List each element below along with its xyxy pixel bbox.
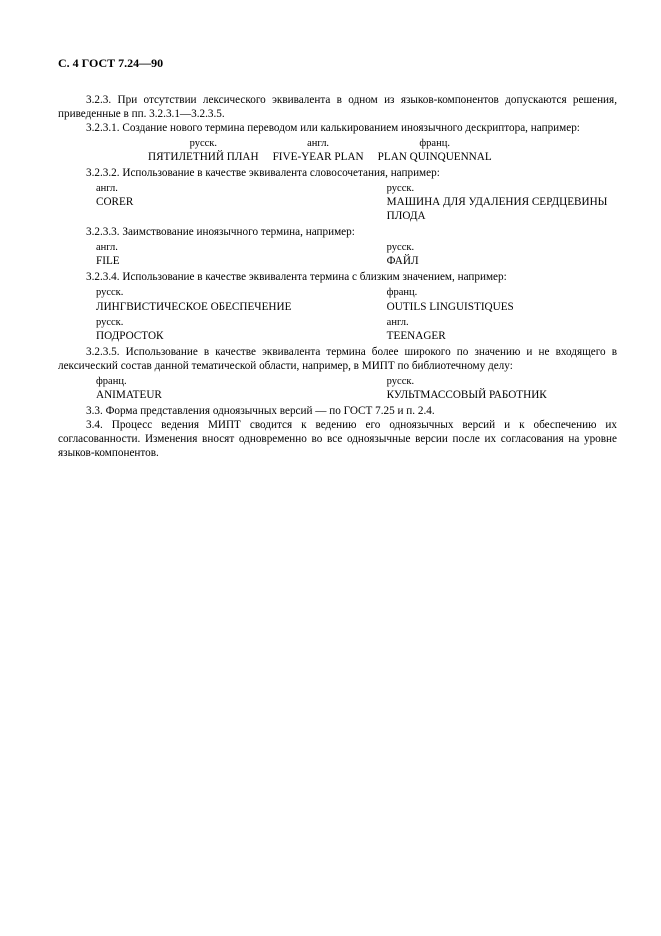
page-header: С. 4 ГОСТ 7.24—90 bbox=[58, 56, 617, 71]
para-3-2-3-3: 3.2.3.3. Заимствование иноязычного терми… bbox=[58, 225, 617, 239]
example-col: русск. ПЯТИЛЕТНИЙ ПЛАН bbox=[148, 137, 259, 164]
para-3-2-3-2: 3.2.3.2. Использование в качестве эквива… bbox=[58, 166, 617, 180]
example-col-right: русск. ФАЙЛ bbox=[387, 241, 617, 268]
example-3-2-3-4a: русск. ЛИНГВИСТИЧЕСКОЕ ОБЕСПЕЧЕНИЕ франц… bbox=[58, 286, 617, 313]
example-col: франц. PLAN QUINQUENNAL bbox=[378, 137, 492, 164]
term: FILE bbox=[96, 254, 387, 268]
example-col-right: русск. КУЛЬТМАССОВЫЙ РАБОТНИК bbox=[387, 375, 617, 402]
para-3-4: 3.4. Процесс ведения МИПТ сводится к вед… bbox=[58, 418, 617, 460]
term: PLAN QUINQUENNAL bbox=[378, 150, 492, 164]
lang-tag: русск. bbox=[96, 286, 387, 299]
para-3-2-3-1: 3.2.3.1. Создание нового термина перевод… bbox=[58, 121, 617, 135]
lang-tag: русск. bbox=[387, 182, 617, 195]
example-col-right: англ. TEENAGER bbox=[387, 316, 617, 343]
lang-tag: русск. bbox=[96, 316, 387, 329]
lang-tag: русск. bbox=[387, 241, 617, 254]
lang-tag: англ. bbox=[273, 137, 364, 150]
lang-tag: англ. bbox=[96, 182, 387, 195]
term: OUTILS LINGUISTIQUES bbox=[387, 300, 617, 314]
para-3-2-3-4: 3.2.3.4. Использование в качестве эквива… bbox=[58, 270, 617, 284]
example-col-left: франц. ANIMATEUR bbox=[58, 375, 387, 402]
example-3-2-3-2: англ. CORER русск. МАШИНА ДЛЯ УДАЛЕНИЯ С… bbox=[58, 182, 617, 223]
term: КУЛЬТМАССОВЫЙ РАБОТНИК bbox=[387, 388, 617, 402]
term: TEENAGER bbox=[387, 329, 617, 343]
lang-tag: англ. bbox=[96, 241, 387, 254]
lang-tag: русск. bbox=[148, 137, 259, 150]
term: МАШИНА ДЛЯ УДАЛЕНИЯ СЕРДЦЕВИНЫ ПЛОДА bbox=[387, 195, 617, 223]
lang-tag: франц. bbox=[96, 375, 387, 388]
example-col-left: англ. FILE bbox=[58, 241, 387, 268]
term: ПЯТИЛЕТНИЙ ПЛАН bbox=[148, 150, 259, 164]
example-col-left: русск. ПОДРОСТОК bbox=[58, 316, 387, 343]
para-3-2-3: 3.2.3. При отсутствии лексического эквив… bbox=[58, 93, 617, 121]
lang-tag: франц. bbox=[387, 286, 617, 299]
example-col-right: франц. OUTILS LINGUISTIQUES bbox=[387, 286, 617, 313]
example-col-right: русск. МАШИНА ДЛЯ УДАЛЕНИЯ СЕРДЦЕВИНЫ ПЛ… bbox=[387, 182, 617, 223]
page: С. 4 ГОСТ 7.24—90 3.2.3. При отсутствии … bbox=[0, 0, 661, 500]
example-3-2-3-5: франц. ANIMATEUR русск. КУЛЬТМАССОВЫЙ РА… bbox=[58, 375, 617, 402]
example-col-left: англ. CORER bbox=[58, 182, 387, 223]
term: ФАЙЛ bbox=[387, 254, 617, 268]
example-col-left: русск. ЛИНГВИСТИЧЕСКОЕ ОБЕСПЕЧЕНИЕ bbox=[58, 286, 387, 313]
example-3-2-3-4b: русск. ПОДРОСТОК англ. TEENAGER bbox=[58, 316, 617, 343]
para-3-2-3-5: 3.2.3.5. Использование в качестве эквива… bbox=[58, 345, 617, 373]
lang-tag: франц. bbox=[378, 137, 492, 150]
para-3-3: 3.3. Форма представления одноязычных вер… bbox=[58, 404, 617, 418]
term: ЛИНГВИСТИЧЕСКОЕ ОБЕСПЕЧЕНИЕ bbox=[96, 300, 387, 314]
term: ПОДРОСТОК bbox=[96, 329, 387, 343]
lang-tag: англ. bbox=[387, 316, 617, 329]
term: ANIMATEUR bbox=[96, 388, 387, 402]
lang-tag: русск. bbox=[387, 375, 617, 388]
term: CORER bbox=[96, 195, 387, 209]
term: FIVE-YEAR PLAN bbox=[273, 150, 364, 164]
example-col: англ. FIVE-YEAR PLAN bbox=[273, 137, 364, 164]
example-3-2-3-1: русск. ПЯТИЛЕТНИЙ ПЛАН англ. FIVE-YEAR P… bbox=[58, 137, 617, 164]
example-3-2-3-3: англ. FILE русск. ФАЙЛ bbox=[58, 241, 617, 268]
